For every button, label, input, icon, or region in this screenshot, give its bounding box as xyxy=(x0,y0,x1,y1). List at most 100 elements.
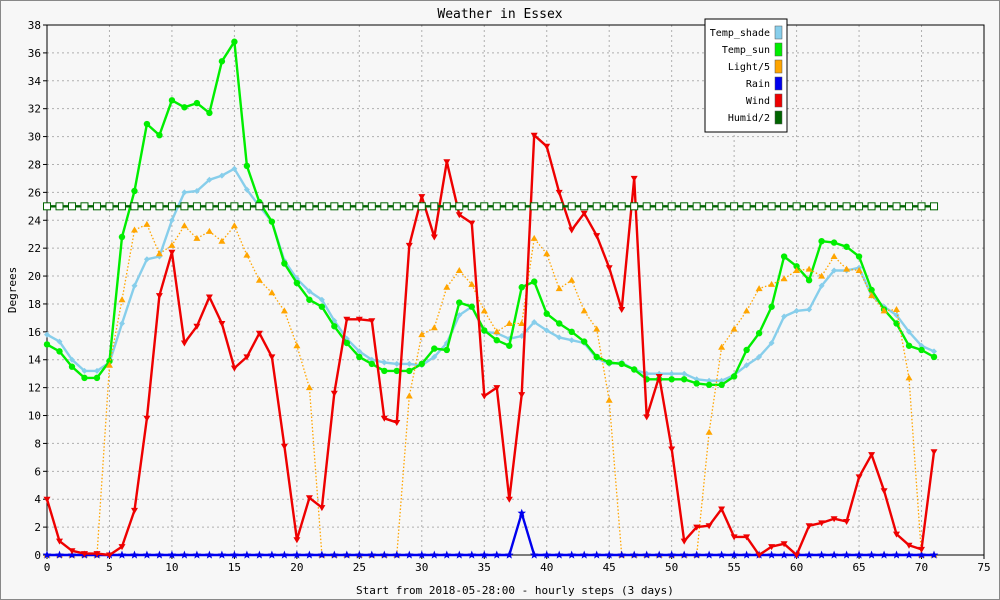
x-tick-label: 50 xyxy=(665,561,678,574)
legend-entry-label: Temp_shade xyxy=(710,28,770,39)
data-point-rain xyxy=(42,550,52,559)
data-point-humid-2 xyxy=(467,202,476,211)
data-point-rain xyxy=(842,550,851,559)
data-point-temp-sun xyxy=(381,367,388,375)
data-point-temp-sun xyxy=(231,38,238,45)
data-point-humid-2 xyxy=(692,202,701,211)
data-point-wind xyxy=(305,495,313,502)
data-point-rain xyxy=(854,550,864,559)
data-point-wind xyxy=(830,516,838,523)
y-tick-label: 28 xyxy=(28,158,41,171)
data-point-humid-2 xyxy=(517,202,526,211)
data-point-wind xyxy=(818,520,826,527)
data-point-temp-sun xyxy=(805,277,813,284)
x-tick-label: 45 xyxy=(603,561,616,574)
data-point-humid-2 xyxy=(130,202,139,211)
data-point-temp-sun xyxy=(493,337,500,344)
data-point-light-5 xyxy=(168,241,176,248)
data-point-humid-2 xyxy=(792,202,801,211)
data-point-humid-2 xyxy=(430,202,439,211)
data-point-light-5 xyxy=(605,396,613,403)
data-point-temp-shade xyxy=(831,267,838,274)
data-point-temp-sun xyxy=(718,381,725,389)
data-point-wind xyxy=(905,542,913,549)
data-point-rain xyxy=(130,550,139,559)
data-point-humid-2 xyxy=(817,202,826,211)
data-point-temp-shade xyxy=(143,256,150,263)
data-point-temp-sun xyxy=(356,353,363,361)
data-point-temp-sun xyxy=(768,303,775,310)
legend-swatch xyxy=(774,59,783,74)
legend-swatch xyxy=(774,110,783,125)
data-point-light-5 xyxy=(293,342,301,349)
data-point-temp-shade xyxy=(393,360,400,367)
data-point-temp-shade xyxy=(893,312,900,319)
data-point-humid-2 xyxy=(855,202,864,211)
y-tick-label: 0 xyxy=(34,549,41,562)
data-point-temp-shade xyxy=(568,337,575,344)
data-point-temp-shade xyxy=(906,328,912,335)
data-point-rain xyxy=(579,550,589,559)
data-point-light-5 xyxy=(855,267,863,273)
data-point-wind xyxy=(518,392,526,399)
data-point-rain xyxy=(530,550,539,559)
data-point-rain xyxy=(392,550,402,559)
data-point-temp-sun xyxy=(118,233,126,241)
data-point-humid-2 xyxy=(267,202,276,211)
data-point-temp-sun xyxy=(630,366,638,373)
data-point-rain xyxy=(155,550,164,559)
series-line-wind xyxy=(45,133,936,557)
data-point-temp-shade xyxy=(356,348,363,355)
y-tick-label: 4 xyxy=(34,493,41,506)
data-point-temp-sun xyxy=(918,346,925,354)
data-point-temp-shade xyxy=(69,356,75,363)
data-point-wind xyxy=(705,523,713,530)
data-point-wind xyxy=(680,538,688,545)
data-point-wind xyxy=(918,546,925,553)
data-point-humid-2 xyxy=(592,202,601,211)
data-point-temp-sun xyxy=(593,353,600,361)
data-point-temp-sun xyxy=(618,360,625,368)
data-point-light-5 xyxy=(305,384,313,391)
data-point-light-5 xyxy=(443,283,451,290)
x-tick-label: 40 xyxy=(540,561,553,574)
x-tick-label: 60 xyxy=(790,561,803,574)
data-point-temp-sun xyxy=(243,162,251,170)
data-point-temp-shade xyxy=(181,189,188,196)
data-point-wind xyxy=(293,537,301,544)
x-tick-label: 15 xyxy=(228,561,241,574)
data-point-temp-sun xyxy=(218,58,226,65)
data-point-temp-shade xyxy=(44,331,50,338)
data-point-wind xyxy=(668,446,676,453)
data-point-humid-2 xyxy=(480,202,489,211)
data-point-humid-2 xyxy=(380,202,389,211)
data-point-rain xyxy=(142,550,152,559)
data-point-light-5 xyxy=(543,250,551,257)
data-point-rain xyxy=(417,550,427,559)
data-point-temp-shade xyxy=(318,296,325,303)
data-point-temp-shade xyxy=(119,320,125,327)
data-point-light-5 xyxy=(468,280,476,287)
data-point-rain xyxy=(267,550,277,559)
data-point-wind xyxy=(118,544,126,551)
data-point-temp-sun xyxy=(830,239,838,246)
data-point-temp-sun xyxy=(581,338,588,345)
x-tick-label: 20 xyxy=(290,561,303,574)
data-point-rain xyxy=(217,550,227,559)
y-tick-label: 20 xyxy=(28,270,41,283)
series-humid-2 xyxy=(43,202,939,211)
data-point-temp-sun xyxy=(705,381,713,389)
data-point-rain xyxy=(405,550,414,559)
data-point-humid-2 xyxy=(355,202,364,211)
data-point-humid-2 xyxy=(55,202,64,211)
data-point-light-5 xyxy=(180,222,188,229)
data-point-humid-2 xyxy=(642,202,651,211)
data-point-light-5 xyxy=(780,275,788,282)
data-point-humid-2 xyxy=(892,202,901,211)
data-point-humid-2 xyxy=(392,202,401,211)
y-tick-label: 14 xyxy=(28,354,42,367)
y-tick-label: 22 xyxy=(28,242,41,255)
data-point-humid-2 xyxy=(292,202,301,211)
data-point-temp-sun xyxy=(368,360,376,368)
